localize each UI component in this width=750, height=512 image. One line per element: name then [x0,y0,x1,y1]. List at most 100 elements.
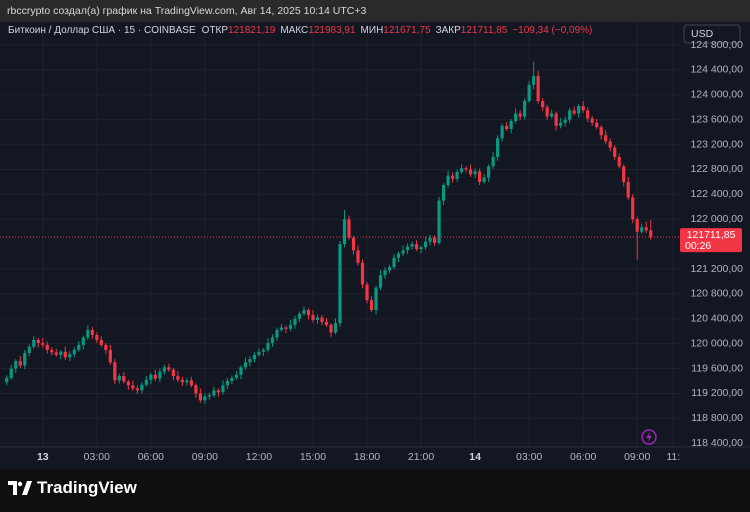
candle-body [437,200,441,243]
candle-body [509,120,513,130]
candle-body [257,351,261,355]
candle-body [122,376,126,382]
candle-body [302,310,306,314]
legend-label: ЗАКР [435,25,461,36]
y-tick-label: 122 400,00 [690,188,743,200]
candle-body [324,321,329,326]
candle-body [464,168,468,170]
candle-body [45,344,49,350]
candle-body [590,118,594,123]
logo-mark [8,481,32,495]
countdown-label: 00:26 [685,240,711,252]
candle-body [158,371,162,379]
y-tick-label: 120 400,00 [690,313,743,325]
x-tick-label: 03:00 [516,451,542,463]
candle-body [527,84,531,102]
candle-body [221,385,225,393]
y-tick-label: 119 200,00 [691,387,743,399]
last-price-label: 121711,85 [687,229,736,241]
candle-body [613,147,617,158]
candle-body [59,351,63,355]
x-tick-label: 09:00 [624,451,650,463]
y-tick-label: 124 400,00 [690,64,743,76]
candle-body [450,175,455,179]
candle-body [23,353,27,366]
candle-body [270,337,275,344]
candle-body [203,396,207,401]
footer: TradingView [8,478,137,498]
candle-body [518,113,522,117]
candle-body [419,247,423,250]
legend-value: 121821,19 [228,25,276,36]
candle-body [455,171,459,179]
candle-body [550,113,554,117]
candle-body [365,284,369,301]
candle-body [77,344,81,350]
candle-body [41,343,45,345]
candle-body [131,385,135,389]
x-tick-label: 21:00 [408,451,434,463]
candle-body [212,390,216,396]
candle-body [63,351,67,358]
candle-body [604,135,608,142]
candle-body [599,127,603,136]
candle-body [577,105,581,114]
candle-body [9,368,13,378]
candle-body [230,377,234,382]
candle-body [333,323,338,333]
candle-body [234,374,239,378]
candle-body [392,257,396,268]
candle-body [496,138,500,158]
candle-body [167,367,171,370]
legend-label: ОТКР [201,25,229,36]
candle-body [306,310,311,316]
y-tick-label: 124 800,00 [690,39,743,51]
candle-body [126,381,130,386]
candle-body [95,334,99,340]
legend-label: МАКС [280,25,309,36]
candle-body [135,388,139,391]
candle-body [356,250,360,263]
candle-body [441,185,446,201]
x-tick-label: 06:00 [570,451,596,463]
candle-body [387,267,392,271]
legend-value: 121671,75 [383,25,431,36]
candle-body [311,315,315,321]
candle-body [315,317,320,321]
candle-body [428,237,432,242]
candle-body [559,122,563,126]
candle-body [608,141,612,148]
caption: rbccrypto создал(а) график на TradingVie… [0,0,750,22]
candle-body [414,244,419,250]
candle-body [266,343,270,350]
candle-body [514,113,518,121]
candle-body [99,339,103,345]
y-tick-label: 122 000,00 [690,213,743,225]
candle-body [261,349,266,352]
candle-body [36,339,40,344]
candle-body [14,361,18,369]
candle-body [144,379,148,385]
candle-body [293,318,297,326]
y-tick-label: 124 000,00 [690,89,743,101]
candle-body [446,175,450,186]
candle-body [523,101,527,117]
chart-background [0,22,750,469]
candle-body [644,227,648,231]
candle-body [581,105,585,111]
y-tick-label: 123 600,00 [690,113,743,125]
candle-body [617,157,621,167]
candle-body [162,367,166,372]
candle-body [649,230,653,238]
candle-body [383,270,387,276]
candle-body [50,349,54,353]
currency-button[interactable] [683,24,741,44]
x-tick-label: 11: [666,451,680,463]
candle-body [405,246,410,251]
candle-body [351,237,356,251]
candle-body [27,346,31,354]
candle-body [505,125,509,130]
events-icon[interactable] [641,429,657,445]
candle-body [113,362,117,381]
candle-body [140,384,144,391]
